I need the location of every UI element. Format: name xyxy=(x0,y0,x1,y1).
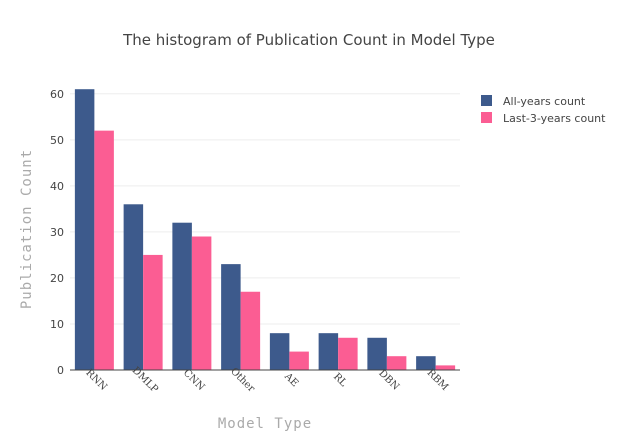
legend[interactable]: All-years count Last-3-years count xyxy=(481,95,606,125)
bar-dmlp-last-3-years[interactable] xyxy=(143,254,163,370)
bar-rnn-last-3-years[interactable] xyxy=(94,130,114,370)
x-tick-label: RL xyxy=(331,371,349,389)
x-tick-label: RNN xyxy=(83,367,109,393)
y-tick-labels: 0 10 20 30 40 50 60 xyxy=(50,88,64,377)
bar-dmlp-all-years[interactable] xyxy=(123,204,144,370)
bar-cnn-last-3-years[interactable] xyxy=(191,236,212,370)
x-axis-title: Model Type xyxy=(218,416,312,432)
bar-dbn-last-3-years[interactable] xyxy=(386,356,407,370)
y-tick-label: 50 xyxy=(50,134,64,147)
y-tick-label: 20 xyxy=(50,272,64,285)
bar-ae-all-years[interactable] xyxy=(269,333,290,370)
bar-rl-all-years[interactable] xyxy=(318,333,339,370)
y-tick-label: 40 xyxy=(50,180,64,193)
chart-title: The histogram of Publication Count in Mo… xyxy=(122,31,495,49)
legend-swatch[interactable] xyxy=(481,95,492,106)
bars xyxy=(74,89,456,370)
bar-dbn-all-years[interactable] xyxy=(367,337,387,370)
bar-rbm-last-3-years[interactable] xyxy=(435,365,456,370)
y-tick-label: 30 xyxy=(50,226,64,239)
legend-swatch[interactable] xyxy=(481,112,492,123)
bar-rnn-all-years[interactable] xyxy=(74,89,95,370)
y-tick-label: 60 xyxy=(50,88,64,101)
y-axis-title: Publication Count xyxy=(19,149,35,309)
bar-other-all-years[interactable] xyxy=(221,264,241,370)
x-tick-label: DBN xyxy=(376,368,401,393)
x-tick-label: CNN xyxy=(181,367,207,393)
y-tick-label: 0 xyxy=(57,364,64,377)
bar-cnn-all-years[interactable] xyxy=(172,222,192,370)
bar-rl-last-3-years[interactable] xyxy=(338,337,358,370)
x-tick-label: AE xyxy=(281,370,300,389)
bar-other-last-3-years[interactable] xyxy=(240,291,261,370)
bar-rbm-all-years[interactable] xyxy=(416,356,436,370)
x-tick-label: RBM xyxy=(425,367,451,393)
bar-ae-last-3-years[interactable] xyxy=(289,351,309,370)
y-tick-label: 10 xyxy=(50,318,64,331)
legend-label[interactable]: Last-3-years count xyxy=(503,112,606,125)
legend-label[interactable]: All-years count xyxy=(503,95,586,108)
